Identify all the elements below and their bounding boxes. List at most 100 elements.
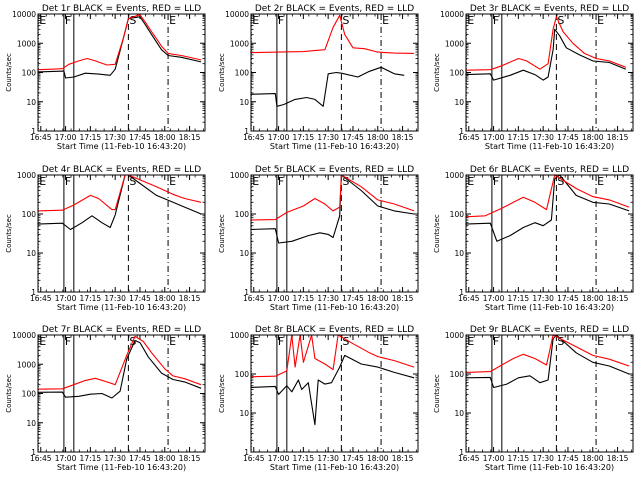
y-tick-label: 100	[235, 69, 250, 78]
x-tick-label: 18:00	[154, 133, 176, 142]
x-tick-label: 18:00	[367, 133, 389, 142]
subplot-title: Det 2r BLACK = Events, RED = LLD	[255, 4, 414, 14]
y-tick-label: 100	[450, 210, 465, 219]
x-tick-label: 18:15	[179, 454, 201, 463]
x-tick-label: 17:45	[557, 454, 579, 463]
plot-frame	[250, 334, 419, 453]
subplot-9: Det 9r BLACK = Events, RED = LLD Start Ti…	[433, 325, 634, 472]
x-tick-label: 17:00	[268, 133, 290, 142]
subplot-8: Det 8r BLACK = Events, RED = LLD Start Ti…	[218, 325, 419, 472]
y-tick-label: 1	[31, 127, 36, 136]
events-series-line	[250, 66, 405, 107]
subplot-title: Det 3r BLACK = Events, RED = LLD	[470, 4, 629, 14]
events-series-line	[37, 16, 202, 79]
subplot-2: Det 2r BLACK = Events, RED = LLD Start Ti…	[218, 4, 419, 151]
subplot-6: Det 6r BLACK = Events, RED = LLD Start Ti…	[433, 165, 634, 312]
lld-series-line	[465, 16, 626, 71]
x-tick-label: 17:15	[293, 294, 315, 303]
y-tick-label: 10000	[12, 10, 36, 19]
event-marker-label: F	[493, 14, 499, 27]
event-marker-label: F	[278, 14, 284, 27]
y-tick-label: 1000	[230, 171, 249, 180]
event-marker-label: F	[278, 175, 284, 188]
y-axis-label: Counts/sec	[218, 53, 226, 92]
x-tick-label: 17:15	[80, 294, 102, 303]
x-tick-label: 17:15	[293, 133, 315, 142]
x-tick-label: 16:45	[30, 454, 52, 463]
x-tick-label: 17:30	[532, 294, 554, 303]
x-tick-label: 18:15	[607, 294, 629, 303]
event-marker-label: E	[39, 175, 46, 188]
y-axis-label: Counts/sec	[433, 214, 441, 253]
subplot-title: Det 7r BLACK = Events, RED = LLD	[42, 325, 201, 335]
x-tick-label: 18:00	[367, 294, 389, 303]
y-axis-label: Counts/sec	[5, 53, 13, 92]
y-axis-label: Counts/sec	[433, 374, 441, 413]
subplot-3: Det 3r BLACK = Events, RED = LLD Start Ti…	[433, 4, 634, 151]
event-marker-label: S	[342, 335, 349, 348]
subplot-title: Det 9r BLACK = Events, RED = LLD	[470, 325, 629, 335]
events-series-line	[37, 174, 202, 231]
y-tick-label: 1	[459, 127, 464, 136]
y-axis-label: Counts/sec	[218, 214, 226, 253]
event-marker-label: E	[252, 175, 259, 188]
y-tick-label: 1	[31, 448, 36, 457]
event-marker-label: E	[597, 175, 604, 188]
event-marker-label: F	[65, 335, 71, 348]
lld-series-line	[465, 174, 630, 218]
y-tick-label: 10	[239, 249, 249, 258]
x-tick-label: 17:30	[317, 294, 339, 303]
subplot-7: Det 7r BLACK = Events, RED = LLD Start Ti…	[5, 325, 206, 472]
plot-frame	[37, 13, 206, 132]
events-series-line	[465, 174, 630, 242]
plot-frame	[250, 174, 419, 293]
event-marker-label: S	[557, 335, 564, 348]
x-tick-label: 18:00	[154, 294, 176, 303]
x-tick-label: 17:00	[483, 454, 505, 463]
x-axis-label: Start Time (11-Feb-10 16:43:20)	[485, 303, 614, 312]
x-tick-label: 16:45	[243, 454, 265, 463]
plot-frame	[37, 334, 206, 453]
x-tick-label: 17:30	[532, 454, 554, 463]
event-marker-label: E	[252, 335, 259, 348]
y-axis-label: Counts/sec	[5, 374, 13, 413]
x-tick-label: 17:30	[104, 133, 126, 142]
y-tick-label: 10	[454, 249, 464, 258]
x-tick-label: 17:00	[268, 294, 290, 303]
x-tick-label: 17:00	[55, 294, 77, 303]
x-tick-label: 18:15	[179, 133, 201, 142]
subplot-title: Det 1r BLACK = Events, RED = LLD	[42, 4, 201, 14]
lld-series-line	[37, 14, 202, 71]
event-marker-label: S	[129, 175, 136, 188]
x-tick-label: 18:00	[154, 454, 176, 463]
x-tick-label: 18:15	[607, 133, 629, 142]
y-tick-label: 10	[454, 98, 464, 107]
events-series-line	[465, 334, 630, 389]
subplot-title: Det 5r BLACK = Events, RED = LLD	[255, 165, 414, 175]
subplot-title: Det 8r BLACK = Events, RED = LLD	[255, 325, 414, 335]
event-marker-label: E	[169, 175, 176, 188]
x-tick-label: 17:45	[342, 294, 364, 303]
event-marker-label: F	[493, 335, 499, 348]
y-tick-label: 10	[239, 98, 249, 107]
event-marker-label: E	[597, 14, 604, 27]
y-tick-label: 1	[244, 448, 249, 457]
event-marker-label: E	[597, 335, 604, 348]
lld-series-line	[37, 335, 202, 390]
x-tick-label: 17:15	[508, 454, 530, 463]
event-marker-label: F	[65, 175, 71, 188]
events-series-line	[465, 28, 627, 81]
lld-series-line	[37, 174, 202, 212]
y-tick-label: 10	[239, 409, 249, 418]
x-tick-label: 17:15	[508, 133, 530, 142]
y-tick-label: 1000	[17, 171, 36, 180]
y-tick-label: 1000	[230, 331, 249, 340]
event-marker-label: F	[65, 14, 71, 27]
y-tick-label: 1	[459, 288, 464, 297]
event-marker-label: F	[278, 335, 284, 348]
event-marker-label: E	[169, 335, 176, 348]
subplot-title: Det 6r BLACK = Events, RED = LLD	[470, 165, 629, 175]
y-tick-label: 1	[244, 288, 249, 297]
event-marker-label: E	[382, 175, 389, 188]
